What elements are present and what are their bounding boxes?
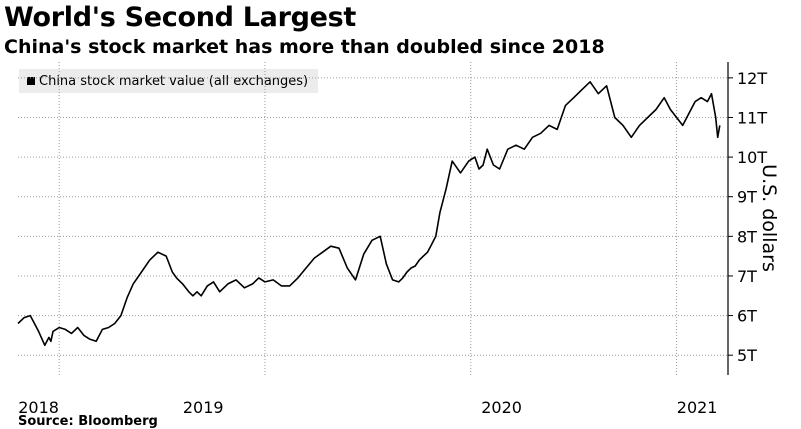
y-tick-label: 9T xyxy=(737,188,757,207)
x-tick-label: 2020 xyxy=(481,398,522,417)
x-tick-label: 2019 xyxy=(183,398,224,417)
y-tick-label: 10T xyxy=(737,148,767,167)
y-tick-label: 8T xyxy=(737,227,757,246)
legend: China stock market value (all exchanges) xyxy=(19,69,319,93)
y-tick-label: 12T xyxy=(737,69,767,88)
series-line xyxy=(17,81,721,347)
y-axis-label: U.S. dollars xyxy=(758,164,780,272)
chart-subtitle: China's stock market has more than doubl… xyxy=(4,36,605,58)
x-tick-label: 2018 xyxy=(18,398,59,417)
y-tick-label: 11T xyxy=(737,108,767,127)
y-tick-label: 7T xyxy=(737,267,757,286)
y-tick-label: 6T xyxy=(737,307,757,326)
chart-title: World's Second Largest xyxy=(4,2,357,33)
legend-label: China stock market value (all exchanges) xyxy=(39,73,309,89)
y-tick-label: 5T xyxy=(737,346,757,365)
x-tick-label: 2021 xyxy=(677,398,718,417)
legend-swatch-icon xyxy=(27,77,35,85)
